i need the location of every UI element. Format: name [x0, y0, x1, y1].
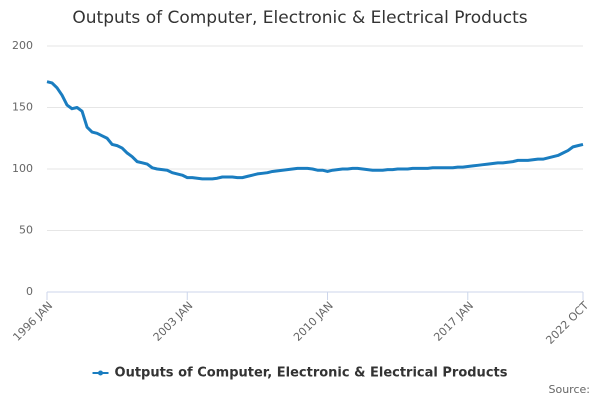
x-tick-label: 2022 OCT	[543, 299, 591, 347]
x-tick-label: 2010 JAN	[291, 299, 336, 344]
y-tick-label: 150	[12, 101, 33, 114]
y-tick-label: 0	[26, 285, 33, 298]
x-tick-label: 2017 JAN	[431, 299, 476, 344]
y-tick-label: 200	[12, 39, 33, 52]
source: Source:	[549, 383, 591, 396]
legend-label: Outputs of Computer, Electronic & Electr…	[115, 366, 508, 381]
y-tick-label: 50	[19, 224, 33, 237]
x-tick-label: 2003 JAN	[151, 299, 196, 344]
data-line	[46, 80, 584, 181]
y-tick-label: 100	[12, 162, 33, 175]
legend-marker	[98, 370, 104, 376]
chart-title: Outputs of Computer, Electronic & Electr…	[72, 8, 527, 28]
x-tick-label: 1996 JAN	[10, 299, 55, 344]
